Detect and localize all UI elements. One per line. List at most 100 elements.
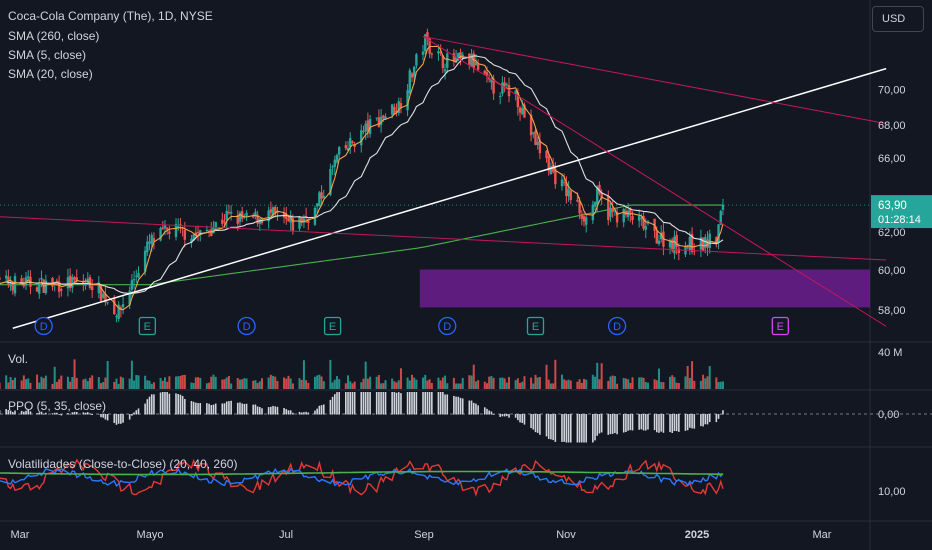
dividend-marker[interactable]: D bbox=[438, 316, 457, 336]
volume-bar bbox=[329, 359, 332, 389]
ppo-bar bbox=[472, 402, 475, 415]
currency-button[interactable]: USD bbox=[872, 6, 924, 32]
candle-body bbox=[640, 218, 643, 220]
candle-body bbox=[251, 215, 255, 218]
candle-body bbox=[426, 32, 429, 39]
volume-bar bbox=[399, 368, 402, 389]
event-marker-letter: D bbox=[613, 321, 621, 333]
volume-bar bbox=[225, 377, 228, 389]
volume-bar bbox=[607, 380, 610, 389]
ppo-bar bbox=[322, 404, 325, 415]
volatility-pane-label[interactable]: Volatilidades (Close-to-Close) (20, 40, … bbox=[8, 457, 238, 471]
volume-bar bbox=[439, 380, 442, 389]
candle-body bbox=[269, 209, 273, 213]
time-tick-label: Mar bbox=[11, 529, 30, 541]
volume-bar bbox=[73, 359, 76, 389]
volume-bar bbox=[91, 375, 94, 389]
volume-bar bbox=[585, 379, 588, 389]
ppo-axis-label: 0,00 bbox=[878, 409, 899, 421]
volume-bar bbox=[413, 377, 416, 389]
candle-body bbox=[377, 117, 381, 128]
volume-bar bbox=[422, 377, 425, 389]
dividend-marker[interactable]: D bbox=[607, 316, 627, 336]
event-marker-letter: E bbox=[777, 321, 784, 333]
sma-20-legend[interactable]: SMA (20, close) bbox=[8, 67, 93, 81]
ppo-bar bbox=[686, 414, 689, 431]
ppo-bar bbox=[221, 403, 224, 415]
candle-body bbox=[366, 120, 370, 132]
ppo-bar bbox=[245, 403, 248, 415]
volume-bar bbox=[609, 376, 612, 389]
candle-body bbox=[115, 316, 118, 318]
candle-body bbox=[335, 154, 339, 163]
candle-body bbox=[452, 53, 456, 62]
volume-bar bbox=[578, 379, 581, 389]
volume-bar bbox=[192, 383, 195, 389]
volume-bar bbox=[208, 382, 211, 389]
volume-bar bbox=[197, 377, 200, 389]
time-tick-label: 2025 bbox=[685, 529, 709, 541]
candle-body bbox=[338, 147, 341, 155]
ppo-bar bbox=[351, 392, 354, 415]
volume-bar bbox=[708, 366, 711, 389]
ppo-bar bbox=[159, 392, 162, 415]
earnings-marker[interactable]: E bbox=[323, 316, 342, 336]
candle-body bbox=[344, 144, 348, 149]
volume-bar bbox=[298, 378, 301, 389]
trendline-drawing bbox=[422, 35, 887, 125]
ppo-bar bbox=[569, 414, 572, 443]
ppo-bar bbox=[73, 411, 76, 415]
candle-body bbox=[717, 224, 720, 243]
ppo-bar bbox=[197, 403, 199, 415]
earnings-marker[interactable]: E bbox=[526, 316, 545, 336]
ppo-bar bbox=[719, 413, 722, 415]
ppo-bar bbox=[581, 414, 583, 443]
volume-bar bbox=[362, 378, 365, 389]
sma-260-legend[interactable]: SMA (260, close) bbox=[8, 29, 100, 43]
ppo-bar bbox=[459, 397, 462, 415]
price-tick-label: 70,00 bbox=[878, 85, 906, 97]
ppo-bar bbox=[89, 413, 91, 415]
candle-body bbox=[318, 192, 321, 207]
ppo-bar bbox=[84, 412, 87, 415]
volume-bar bbox=[642, 377, 645, 389]
ppo-bar bbox=[413, 392, 415, 415]
candle-body bbox=[578, 200, 581, 214]
candle-body bbox=[333, 159, 336, 167]
volume-bar bbox=[646, 382, 649, 389]
candle-body bbox=[313, 207, 317, 225]
candle-body bbox=[609, 207, 612, 217]
candle-body bbox=[611, 208, 614, 212]
volume-bar bbox=[42, 378, 45, 389]
ppo-pane-label[interactable]: PPO (5, 35, close) bbox=[8, 399, 107, 413]
sma-5-legend[interactable]: SMA (5, close) bbox=[8, 48, 87, 62]
price-tick-label: 62,00 bbox=[878, 227, 906, 239]
volume-bar bbox=[660, 382, 663, 389]
earnings-marker[interactable]: E bbox=[138, 316, 156, 336]
volume-pane-label[interactable]: Vol. bbox=[8, 352, 29, 366]
dividend-marker[interactable]: D bbox=[34, 316, 53, 336]
candle-body bbox=[393, 106, 396, 115]
earnings-upcoming-marker[interactable]: E bbox=[771, 316, 789, 336]
symbol-title[interactable]: Coca-Cola Company (The), 1D, NYSE bbox=[8, 9, 213, 23]
dividend-marker[interactable]: D bbox=[237, 316, 256, 336]
candle-body bbox=[490, 78, 493, 83]
ppo-bar bbox=[320, 405, 323, 415]
volume-bar bbox=[223, 379, 226, 389]
candle-body bbox=[9, 284, 12, 287]
ppo-bar bbox=[120, 414, 122, 424]
candle-body bbox=[238, 212, 242, 222]
volume-bar bbox=[611, 375, 614, 389]
volume-bar bbox=[318, 374, 321, 389]
candle-body bbox=[441, 55, 445, 69]
dividend-marker-shape bbox=[438, 316, 457, 336]
volume-bar bbox=[254, 380, 257, 389]
volume-bar bbox=[474, 381, 477, 389]
ppo-bar bbox=[307, 412, 310, 415]
candle-body bbox=[331, 166, 334, 168]
ppo-bar bbox=[539, 414, 541, 435]
candle-body bbox=[549, 166, 553, 175]
ppo-bar bbox=[349, 392, 352, 415]
